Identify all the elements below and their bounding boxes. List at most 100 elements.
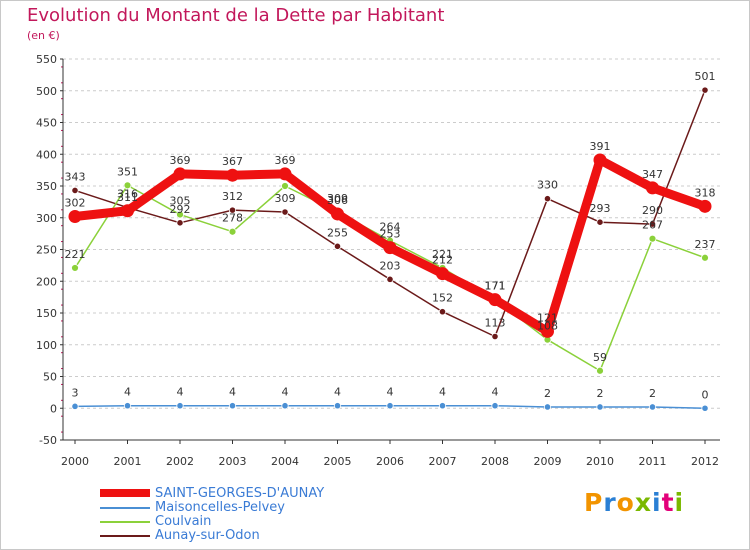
data-label-coulvain: 309: [327, 192, 348, 205]
data-point-maisoncelles-pelvey: [123, 402, 132, 410]
legend-item-aunay: Aunay-sur-Odon: [100, 528, 380, 544]
data-label-aunay-sur-odon: 343: [65, 170, 86, 183]
data-label-saint-georges-d-aunay: 369: [275, 154, 296, 167]
x-tick-label: 2011: [639, 455, 667, 468]
data-point-saint-georges-d-aunay: [541, 324, 554, 338]
data-label-saint-georges-d-aunay: 121: [537, 311, 558, 324]
data-label-coulvain: 237: [695, 238, 716, 251]
data-label-coulvain: 171: [485, 280, 506, 293]
data-label-saint-georges-d-aunay: 253: [380, 228, 401, 241]
data-point-maisoncelles-pelvey: [543, 403, 552, 411]
logo-letter: x: [634, 488, 652, 517]
data-point-aunay-sur-odon: [71, 186, 79, 195]
y-tick-label: 0: [50, 402, 57, 415]
data-label-saint-georges-d-aunay: 367: [222, 155, 243, 168]
data-point-aunay-sur-odon: [228, 206, 237, 214]
data-point-coulvain: [176, 210, 184, 219]
data-label-saint-georges-d-aunay: 391: [590, 140, 611, 153]
data-label-maisoncelles-pelvey: 2: [649, 387, 656, 400]
data-label-saint-georges-d-aunay: 306: [327, 194, 348, 207]
data-point-maisoncelles-pelvey: [438, 402, 447, 410]
data-label-aunay-sur-odon: 113: [485, 316, 506, 329]
data-point-saint-georges-d-aunay: [173, 167, 187, 181]
legend-swatch-coulvain: [100, 521, 150, 523]
data-label-aunay-sur-odon: 152: [432, 292, 453, 305]
legend-swatch-maisoncelles: [100, 507, 150, 509]
data-point-saint-georges-d-aunay: [331, 207, 344, 221]
y-tick-label: 200: [36, 275, 57, 288]
data-label-saint-georges-d-aunay: 302: [65, 196, 86, 209]
x-tick-label: 2004: [271, 455, 299, 468]
data-label-saint-georges-d-aunay: 212: [432, 254, 453, 267]
data-label-aunay-sur-odon: 330: [537, 179, 558, 192]
data-label-coulvain: 264: [380, 221, 401, 234]
data-label-aunay-sur-odon: 312: [222, 190, 243, 203]
data-label-maisoncelles-pelvey: 4: [229, 386, 236, 399]
y-tick-label: 400: [36, 148, 57, 161]
data-point-maisoncelles-pelvey: [281, 402, 289, 410]
proxiti-logo: Proxiti: [584, 488, 684, 517]
logo-letter: o: [616, 488, 635, 517]
data-point-maisoncelles-pelvey: [701, 404, 709, 412]
data-label-aunay-sur-odon: 293: [590, 202, 611, 215]
data-label-aunay-sur-odon: 309: [275, 192, 296, 205]
data-point-saint-georges-d-aunay: [121, 204, 134, 218]
data-label-aunay-sur-odon: 501: [695, 70, 716, 83]
logo-letter: i: [674, 488, 685, 517]
data-point-coulvain: [71, 264, 79, 272]
logo-letter: P: [584, 488, 604, 517]
legend-item-maisoncelles: Maisoncelles-Pelvey: [100, 500, 380, 516]
data-point-maisoncelles-pelvey: [333, 402, 342, 410]
data-point-maisoncelles-pelvey: [648, 403, 657, 411]
legend-item-saint-georges: SAINT-GEORGES-D'AUNAY: [100, 486, 380, 502]
logo-letter: t: [661, 488, 675, 517]
x-tick-label: 2008: [481, 455, 509, 468]
series-layer: [68, 86, 712, 412]
y-tick-label: 100: [36, 339, 57, 352]
y-tick-label: 350: [36, 180, 57, 193]
data-point-maisoncelles-pelvey: [596, 403, 604, 411]
data-label-maisoncelles-pelvey: 4: [177, 386, 184, 399]
data-label-coulvain: 59: [593, 351, 607, 364]
data-point-aunay-sur-odon: [281, 208, 289, 216]
y-tick-label: 250: [36, 244, 57, 257]
x-tick-label: 2006: [376, 455, 404, 468]
data-point-saint-georges-d-aunay: [593, 153, 607, 167]
data-label-coulvain: 278: [222, 212, 243, 225]
legend-label-aunay: Aunay-sur-Odon: [155, 528, 260, 543]
data-label-coulvain: 108: [537, 320, 558, 333]
data-label-saint-georges-d-aunay: 369: [170, 154, 191, 167]
axis-layer: -50 0 50 100 150 200 250 300 350 400 450 500 550 2000…: [36, 53, 720, 468]
data-label-saint-georges-d-aunay: 318: [695, 186, 716, 199]
data-label-coulvain: 351: [117, 165, 138, 178]
logo-letter: r: [603, 488, 617, 517]
data-point-aunay-sur-odon: [543, 195, 552, 203]
y-tick-label: 150: [36, 307, 57, 320]
data-label-maisoncelles-pelvey: 4: [334, 386, 341, 399]
data-label-maisoncelles-pelvey: 0: [702, 388, 709, 401]
data-label-maisoncelles-pelvey: 4: [492, 386, 499, 399]
data-label-maisoncelles-pelvey: 2: [544, 387, 551, 400]
x-tick-label: 2002: [166, 455, 194, 468]
legend-swatch-aunay: [100, 535, 150, 537]
data-point-coulvain: [596, 366, 604, 375]
data-point-aunay-sur-odon: [438, 308, 447, 316]
data-label-coulvain: 267: [642, 219, 663, 232]
data-label-maisoncelles-pelvey: 3: [72, 386, 79, 399]
data-label-saint-georges-d-aunay: 311: [117, 191, 138, 204]
data-point-aunay-sur-odon: [596, 218, 604, 226]
data-point-saint-georges-d-aunay: [68, 209, 82, 223]
data-point-saint-georges-d-aunay: [383, 241, 397, 255]
data-label-coulvain: 221: [65, 248, 86, 261]
data-label-aunay-sur-odon: 292: [170, 203, 191, 216]
data-point-aunay-sur-odon: [176, 219, 184, 227]
data-point-coulvain: [281, 182, 289, 190]
x-tick-label: 2012: [691, 455, 719, 468]
data-label-aunay-sur-odon: 316: [117, 188, 138, 201]
data-point-aunay-sur-odon: [491, 332, 499, 341]
y-tick-label: -50: [39, 434, 57, 447]
chart-title: Evolution du Montant de la Dette par Hab…: [27, 5, 445, 26]
data-label-aunay-sur-odon: 290: [642, 204, 663, 217]
data-point-saint-georges-d-aunay: [646, 181, 659, 195]
